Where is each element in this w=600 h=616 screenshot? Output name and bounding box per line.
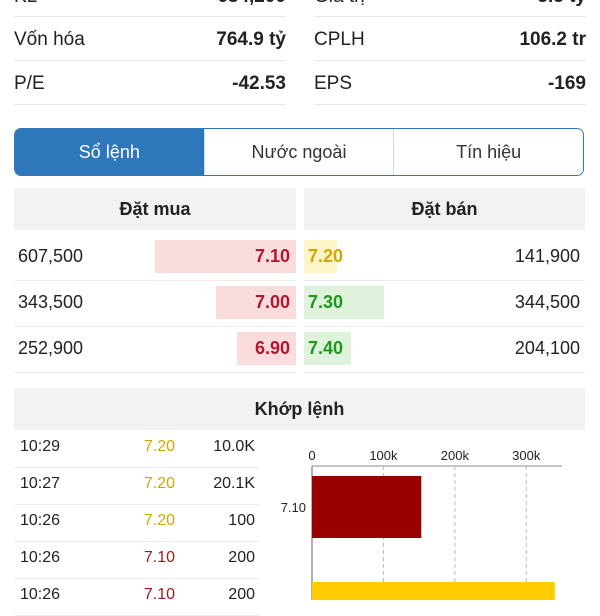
buy-price: 7.00	[254, 292, 290, 312]
sell-price: 7.30	[308, 292, 344, 312]
tab-so-lenh[interactable]: Sổ lệnh	[15, 129, 204, 175]
x-tick-label: 100k	[369, 448, 398, 463]
trade-volume: 100	[228, 512, 255, 529]
y-category-label: 7.10	[281, 500, 306, 515]
stat-label-eps: EPS	[314, 73, 353, 94]
trade-volume: 20.1K	[213, 475, 255, 492]
bar-7-20	[312, 582, 555, 600]
buy-qty: 607,500	[18, 246, 84, 266]
divider	[304, 372, 585, 373]
divider	[14, 504, 259, 505]
sell-depth-bar	[304, 332, 351, 365]
sell-qty: 344,500	[514, 292, 580, 312]
divider	[314, 104, 586, 105]
stat-label-gia-tri: Giá trị	[314, 0, 365, 8]
divider	[14, 280, 296, 281]
trade-price: 7.20	[143, 475, 175, 492]
tab-tin-hieu[interactable]: Tín hiệu	[393, 129, 583, 175]
trade-time: 10:26	[20, 512, 61, 529]
divider	[14, 60, 286, 61]
trade-volume: 200	[228, 586, 255, 603]
divider	[14, 467, 259, 468]
divider	[314, 16, 586, 17]
tab-nuoc-ngoai[interactable]: Nước ngoài	[203, 129, 394, 175]
stat-value-gia-tri: 5.5 tỷ	[440, 0, 586, 8]
stat-label-cplh: CPLH	[314, 29, 365, 50]
x-tick-label: 200k	[441, 448, 470, 463]
tab-bar: Sổ lệnh Nước ngoài Tín hiệu	[14, 128, 584, 176]
buy-header: Đặt mua	[14, 188, 296, 230]
divider	[304, 280, 585, 281]
sell-qty: 141,900	[514, 246, 580, 266]
trade-price: 7.20	[143, 438, 175, 455]
divider	[14, 16, 286, 17]
trade-price: 7.10	[143, 586, 175, 603]
divider	[14, 372, 296, 373]
stat-value-pe: -42.53	[232, 73, 286, 94]
bar-7-10	[312, 476, 422, 538]
x-tick-label: 0	[308, 448, 315, 463]
x-tick-label: 300k	[512, 448, 541, 463]
trade-volume: 10.0K	[213, 438, 255, 455]
trade-price: 7.20	[143, 512, 175, 529]
stat-label-pe: P/E	[14, 73, 45, 94]
khop-lenh-header: Khớp lệnh	[14, 388, 585, 430]
buy-qty: 252,900	[18, 338, 84, 358]
divider	[14, 104, 286, 105]
divider	[304, 326, 585, 327]
stat-label-von-hoa: Vốn hóa	[14, 29, 85, 50]
buy-price: 6.90	[254, 338, 290, 358]
divider	[14, 326, 296, 327]
trade-volume: 200	[228, 549, 255, 566]
buy-qty: 343,500	[18, 292, 84, 312]
divider	[314, 60, 586, 61]
sell-depth-bar	[304, 286, 384, 319]
stat-value-von-hoa: 764.9 tỷ	[216, 29, 286, 50]
trade-time: 10:26	[20, 549, 61, 566]
trade-time: 10:26	[20, 586, 61, 603]
divider	[14, 541, 259, 542]
stat-value-eps: -169	[547, 73, 586, 94]
stat-label-kl: KL	[14, 0, 37, 8]
trade-time: 10:29	[20, 438, 61, 455]
sell-header: Đặt bán	[304, 188, 585, 230]
trade-time: 10:27	[20, 475, 61, 492]
buy-depth-bar	[216, 286, 296, 319]
buy-depth-bar	[155, 240, 296, 273]
sell-qty: 204,100	[514, 338, 580, 358]
divider	[14, 578, 259, 579]
buy-depth-bar	[237, 332, 296, 365]
stat-value-kl: 684,200	[140, 0, 286, 8]
sell-price: 7.20	[308, 246, 344, 266]
buy-price: 7.10	[254, 246, 290, 266]
sell-depth-bar	[304, 240, 337, 273]
sell-price: 7.40	[308, 338, 344, 358]
trade-price: 7.10	[143, 549, 175, 566]
stat-value-cplh: 106.2 tr	[519, 29, 586, 50]
